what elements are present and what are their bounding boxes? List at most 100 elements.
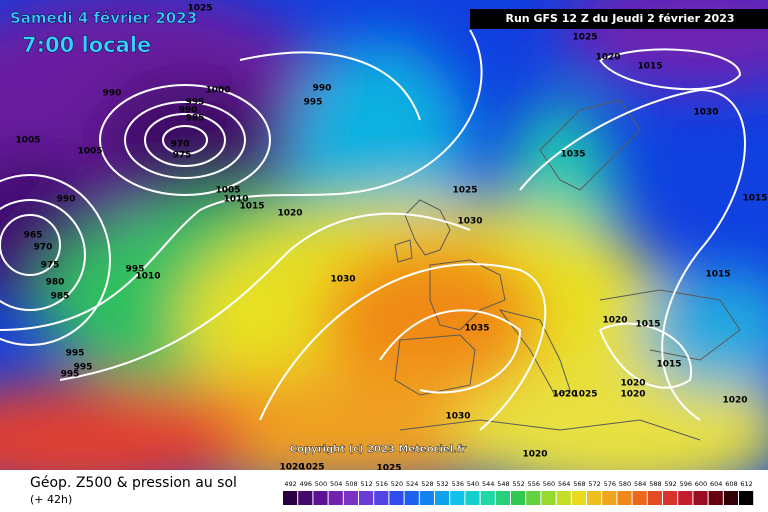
isobar-label: 1015 [239, 202, 264, 212]
isobar-label: 985 [186, 114, 205, 124]
colorbar-label: 556 [528, 480, 540, 488]
isobar-label: 1015 [637, 62, 662, 72]
colorbar-label: 560 [543, 480, 555, 488]
isobar-label: 1020 [602, 316, 627, 326]
isobar-label: 1005 [15, 136, 40, 146]
colorbar-label: 564 [558, 480, 570, 488]
colorbar-label: 568 [573, 480, 585, 488]
isobar-label: 1030 [693, 108, 718, 118]
colorbar-swatch [602, 491, 617, 505]
colorbar-label: 572 [588, 480, 600, 488]
colorbar-label: 536 [452, 480, 464, 488]
isobar-label: 1035 [560, 150, 585, 160]
colorbar-label: 604 [710, 480, 722, 488]
colorbar-label: 584 [634, 480, 646, 488]
colorbar-label: 596 [680, 480, 692, 488]
colorbar-label: 528 [421, 480, 433, 488]
isobar-label: 995 [61, 370, 80, 380]
colorbar-swatch [389, 491, 404, 505]
colorbar-label: 600 [695, 480, 707, 488]
isobar-label: 1020 [722, 396, 747, 406]
colorbar-swatch [419, 491, 434, 505]
colorbar-label: 612 [740, 480, 752, 488]
isobar-label: 1020 [279, 463, 304, 473]
colorbar-label: 588 [649, 480, 661, 488]
colorbar-swatch [693, 491, 708, 505]
isobar-label: 1025 [452, 186, 477, 196]
isobar-label: 995 [74, 363, 93, 373]
isobar-label: 985 [51, 292, 70, 302]
colorbar-swatch [465, 491, 480, 505]
isobar-label: 1025 [572, 33, 597, 43]
colorbar-label: 524 [406, 480, 418, 488]
isobar-label: 1020 [552, 390, 577, 400]
colorbar-swatch [617, 491, 632, 505]
colorbar-swatch [480, 491, 495, 505]
colorbar-label: 592 [664, 480, 676, 488]
colorbar-label: 608 [725, 480, 737, 488]
colorbar-swatch [359, 491, 374, 505]
colorbar-label: 580 [619, 480, 631, 488]
isobar-label: 970 [34, 243, 53, 253]
colorbar-swatch [723, 491, 738, 505]
colorbar-swatch [663, 491, 678, 505]
colorbar-swatch [587, 491, 602, 505]
colorbar-swatch [435, 491, 450, 505]
colorbar-label: 532 [436, 480, 448, 488]
colorbar-swatch [313, 491, 328, 505]
isobar-label: 1015 [635, 320, 660, 330]
colorbar-swatch [632, 491, 647, 505]
isobar-label: 1025 [376, 464, 401, 474]
colorbar-label: 508 [345, 480, 357, 488]
isobar-label: 965 [24, 231, 43, 241]
footer-title: Géop. Z500 & pression au sol [30, 475, 237, 491]
colorbar-swatch [647, 491, 662, 505]
colorbar-swatch [571, 491, 586, 505]
time: 7:00 locale [22, 33, 151, 57]
isobar-label: 1035 [464, 324, 489, 334]
colorbar-swatch [708, 491, 723, 505]
isobar-label: 1030 [445, 412, 470, 422]
footer-lead: (+ 42h) [30, 493, 72, 506]
colorbar-label: 516 [376, 480, 388, 488]
copyright: Copyright (c) 2023 Meteociel.fr [290, 444, 467, 455]
colorbar-label: 544 [482, 480, 494, 488]
isobar-label: 995 [126, 265, 145, 275]
isobar-label: 970 [171, 140, 190, 150]
isobar-label: 1020 [595, 53, 620, 63]
colorbar-swatch [739, 491, 754, 505]
colorbar-label: 552 [512, 480, 524, 488]
run-banner [470, 9, 768, 29]
colorbar-swatch [374, 491, 389, 505]
colorbar-swatch [283, 491, 298, 505]
isobar-label: 995 [186, 98, 205, 108]
isobar-label: 995 [66, 349, 85, 359]
colorbar-label: 496 [300, 480, 312, 488]
isobar-label: 1015 [656, 360, 681, 370]
colorbar-label: 512 [360, 480, 372, 488]
isobar-label: 1010 [223, 195, 248, 205]
isobars [0, 29, 746, 431]
isobar-label: 1025 [299, 463, 324, 473]
isobar-label: 1010 [135, 272, 160, 282]
colorbar-swatch [678, 491, 693, 505]
colorbar-label: 500 [315, 480, 327, 488]
colorbar-swatch [404, 491, 419, 505]
isobar-label: 1030 [330, 275, 355, 285]
isobar-label: 975 [173, 151, 192, 161]
isobar-label: 990 [103, 89, 122, 99]
colorbar-swatch [328, 491, 343, 505]
colorbar-swatch [541, 491, 556, 505]
colorbar-swatch [495, 491, 510, 505]
isobar-label: 1015 [705, 270, 730, 280]
isobar-label: 990 [57, 195, 76, 205]
isobar-label: 1025 [572, 390, 597, 400]
run-text: Run GFS 12 Z du Jeudi 2 février 2023 [505, 12, 734, 25]
isobar-label: 1020 [522, 450, 547, 460]
isobar-label: 990 [313, 84, 332, 94]
colorbar-label: 540 [467, 480, 479, 488]
isobar-label: 975 [41, 261, 60, 271]
